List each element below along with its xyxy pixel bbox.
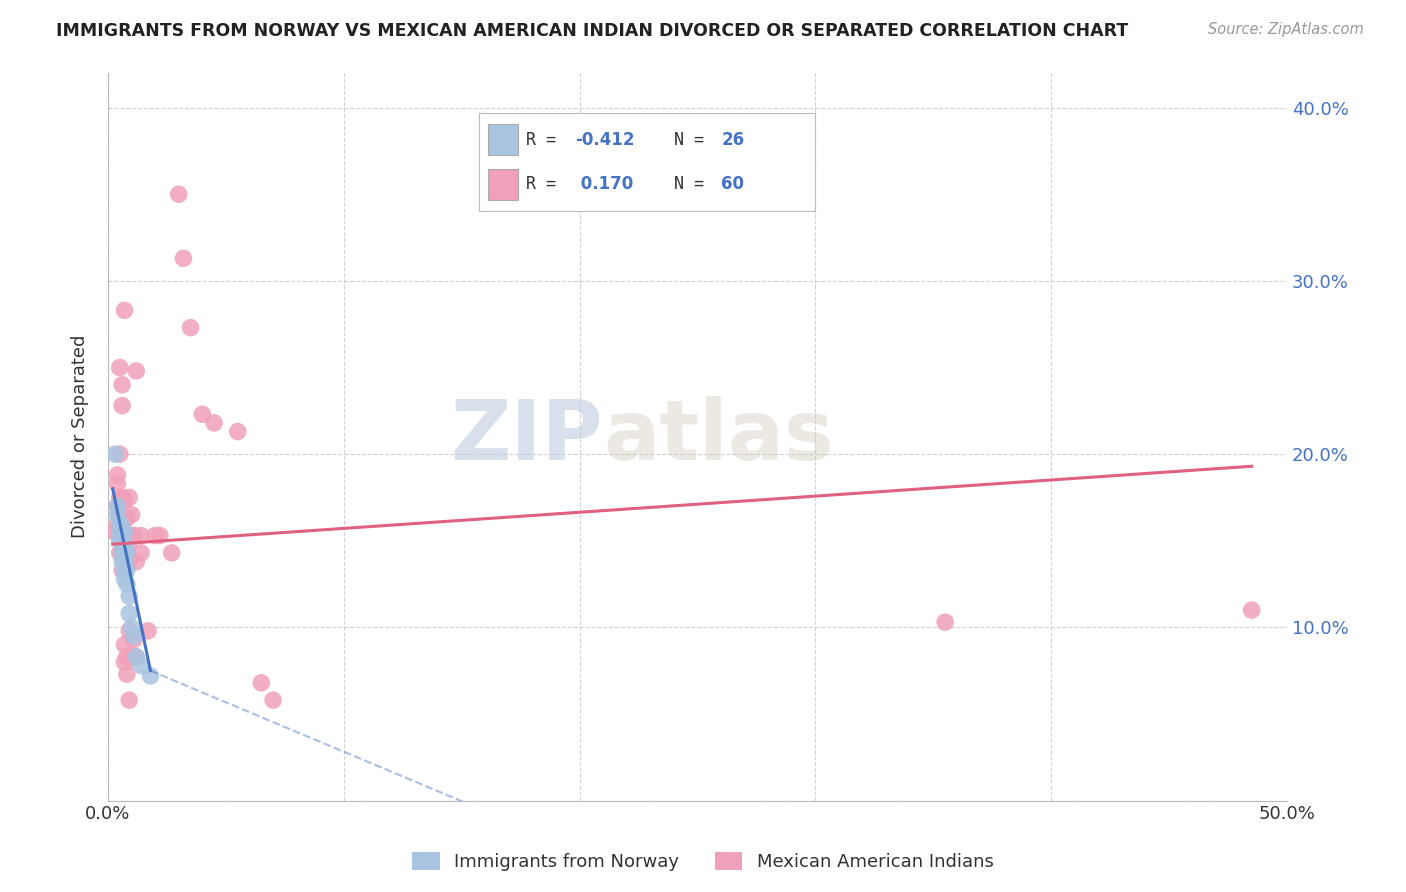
Point: [1240, 603, 1263, 617]
Point: [107, 516, 129, 531]
Point: [125, 649, 148, 664]
Point: [107, 476, 129, 491]
Point: [118, 537, 141, 551]
Point: [111, 528, 134, 542]
Point: [180, 320, 202, 334]
Point: [111, 377, 134, 392]
Point: [121, 508, 143, 522]
Point: [115, 511, 138, 525]
Point: [107, 499, 129, 513]
Point: [111, 537, 134, 551]
Point: [226, 425, 249, 439]
Point: [111, 511, 134, 525]
Point: [115, 563, 138, 577]
Point: [118, 555, 141, 569]
Point: [111, 555, 134, 569]
Point: [107, 499, 129, 513]
Point: [136, 624, 159, 638]
Point: [160, 546, 183, 560]
Point: [104, 447, 127, 461]
Point: [111, 520, 134, 534]
Point: [108, 447, 131, 461]
Point: [121, 649, 143, 664]
Text: IMMIGRANTS FROM NORWAY VS MEXICAN AMERICAN INDIAN DIVORCED OR SEPARATED CORRELAT: IMMIGRANTS FROM NORWAY VS MEXICAN AMERIC…: [56, 22, 1129, 40]
Point: [114, 537, 136, 551]
Point: [114, 546, 136, 560]
Point: [114, 563, 136, 577]
Point: [122, 632, 145, 647]
Point: [118, 528, 141, 542]
Point: [111, 563, 134, 577]
Point: [125, 649, 148, 664]
Point: [107, 467, 129, 482]
Point: [108, 528, 131, 542]
Point: [250, 675, 273, 690]
Point: [122, 629, 145, 643]
Point: [111, 546, 134, 560]
Point: [172, 252, 194, 266]
Point: [262, 693, 284, 707]
Legend: Immigrants from Norway, Mexican American Indians: Immigrants from Norway, Mexican American…: [405, 845, 1001, 879]
Point: [114, 303, 136, 318]
Point: [115, 649, 138, 664]
Point: [108, 525, 131, 540]
Point: [122, 528, 145, 542]
Point: [115, 546, 138, 560]
Point: [108, 533, 131, 548]
Point: [107, 508, 129, 522]
Point: [108, 546, 131, 560]
Point: [108, 360, 131, 375]
Point: [118, 491, 141, 505]
Point: [108, 508, 131, 522]
Point: [202, 416, 225, 430]
Point: [149, 528, 172, 542]
Text: Source: ZipAtlas.com: Source: ZipAtlas.com: [1208, 22, 1364, 37]
Point: [143, 528, 166, 542]
Point: [114, 511, 136, 525]
Point: [934, 615, 956, 630]
Point: [114, 546, 136, 560]
Point: [125, 364, 148, 378]
Point: [104, 525, 127, 540]
Point: [121, 620, 143, 634]
Point: [167, 187, 190, 202]
Point: [129, 658, 152, 673]
Point: [114, 555, 136, 569]
Point: [114, 655, 136, 669]
Point: [111, 399, 134, 413]
Point: [115, 667, 138, 681]
Point: [129, 528, 152, 542]
Point: [114, 572, 136, 586]
Point: [191, 407, 214, 421]
Point: [111, 546, 134, 560]
Point: [114, 638, 136, 652]
Point: [115, 528, 138, 542]
Point: [118, 589, 141, 603]
Point: [118, 607, 141, 621]
Point: [121, 528, 143, 542]
Point: [118, 624, 141, 638]
Point: [108, 516, 131, 531]
Text: atlas: atlas: [603, 396, 834, 477]
Point: [114, 525, 136, 540]
Point: [129, 546, 152, 560]
Text: ZIP: ZIP: [451, 396, 603, 477]
Point: [139, 669, 162, 683]
Point: [115, 546, 138, 560]
Y-axis label: Divorced or Separated: Divorced or Separated: [72, 335, 89, 539]
Point: [115, 577, 138, 591]
Point: [111, 491, 134, 505]
Point: [125, 555, 148, 569]
Point: [114, 494, 136, 508]
Point: [114, 528, 136, 542]
Point: [118, 693, 141, 707]
Point: [108, 491, 131, 505]
